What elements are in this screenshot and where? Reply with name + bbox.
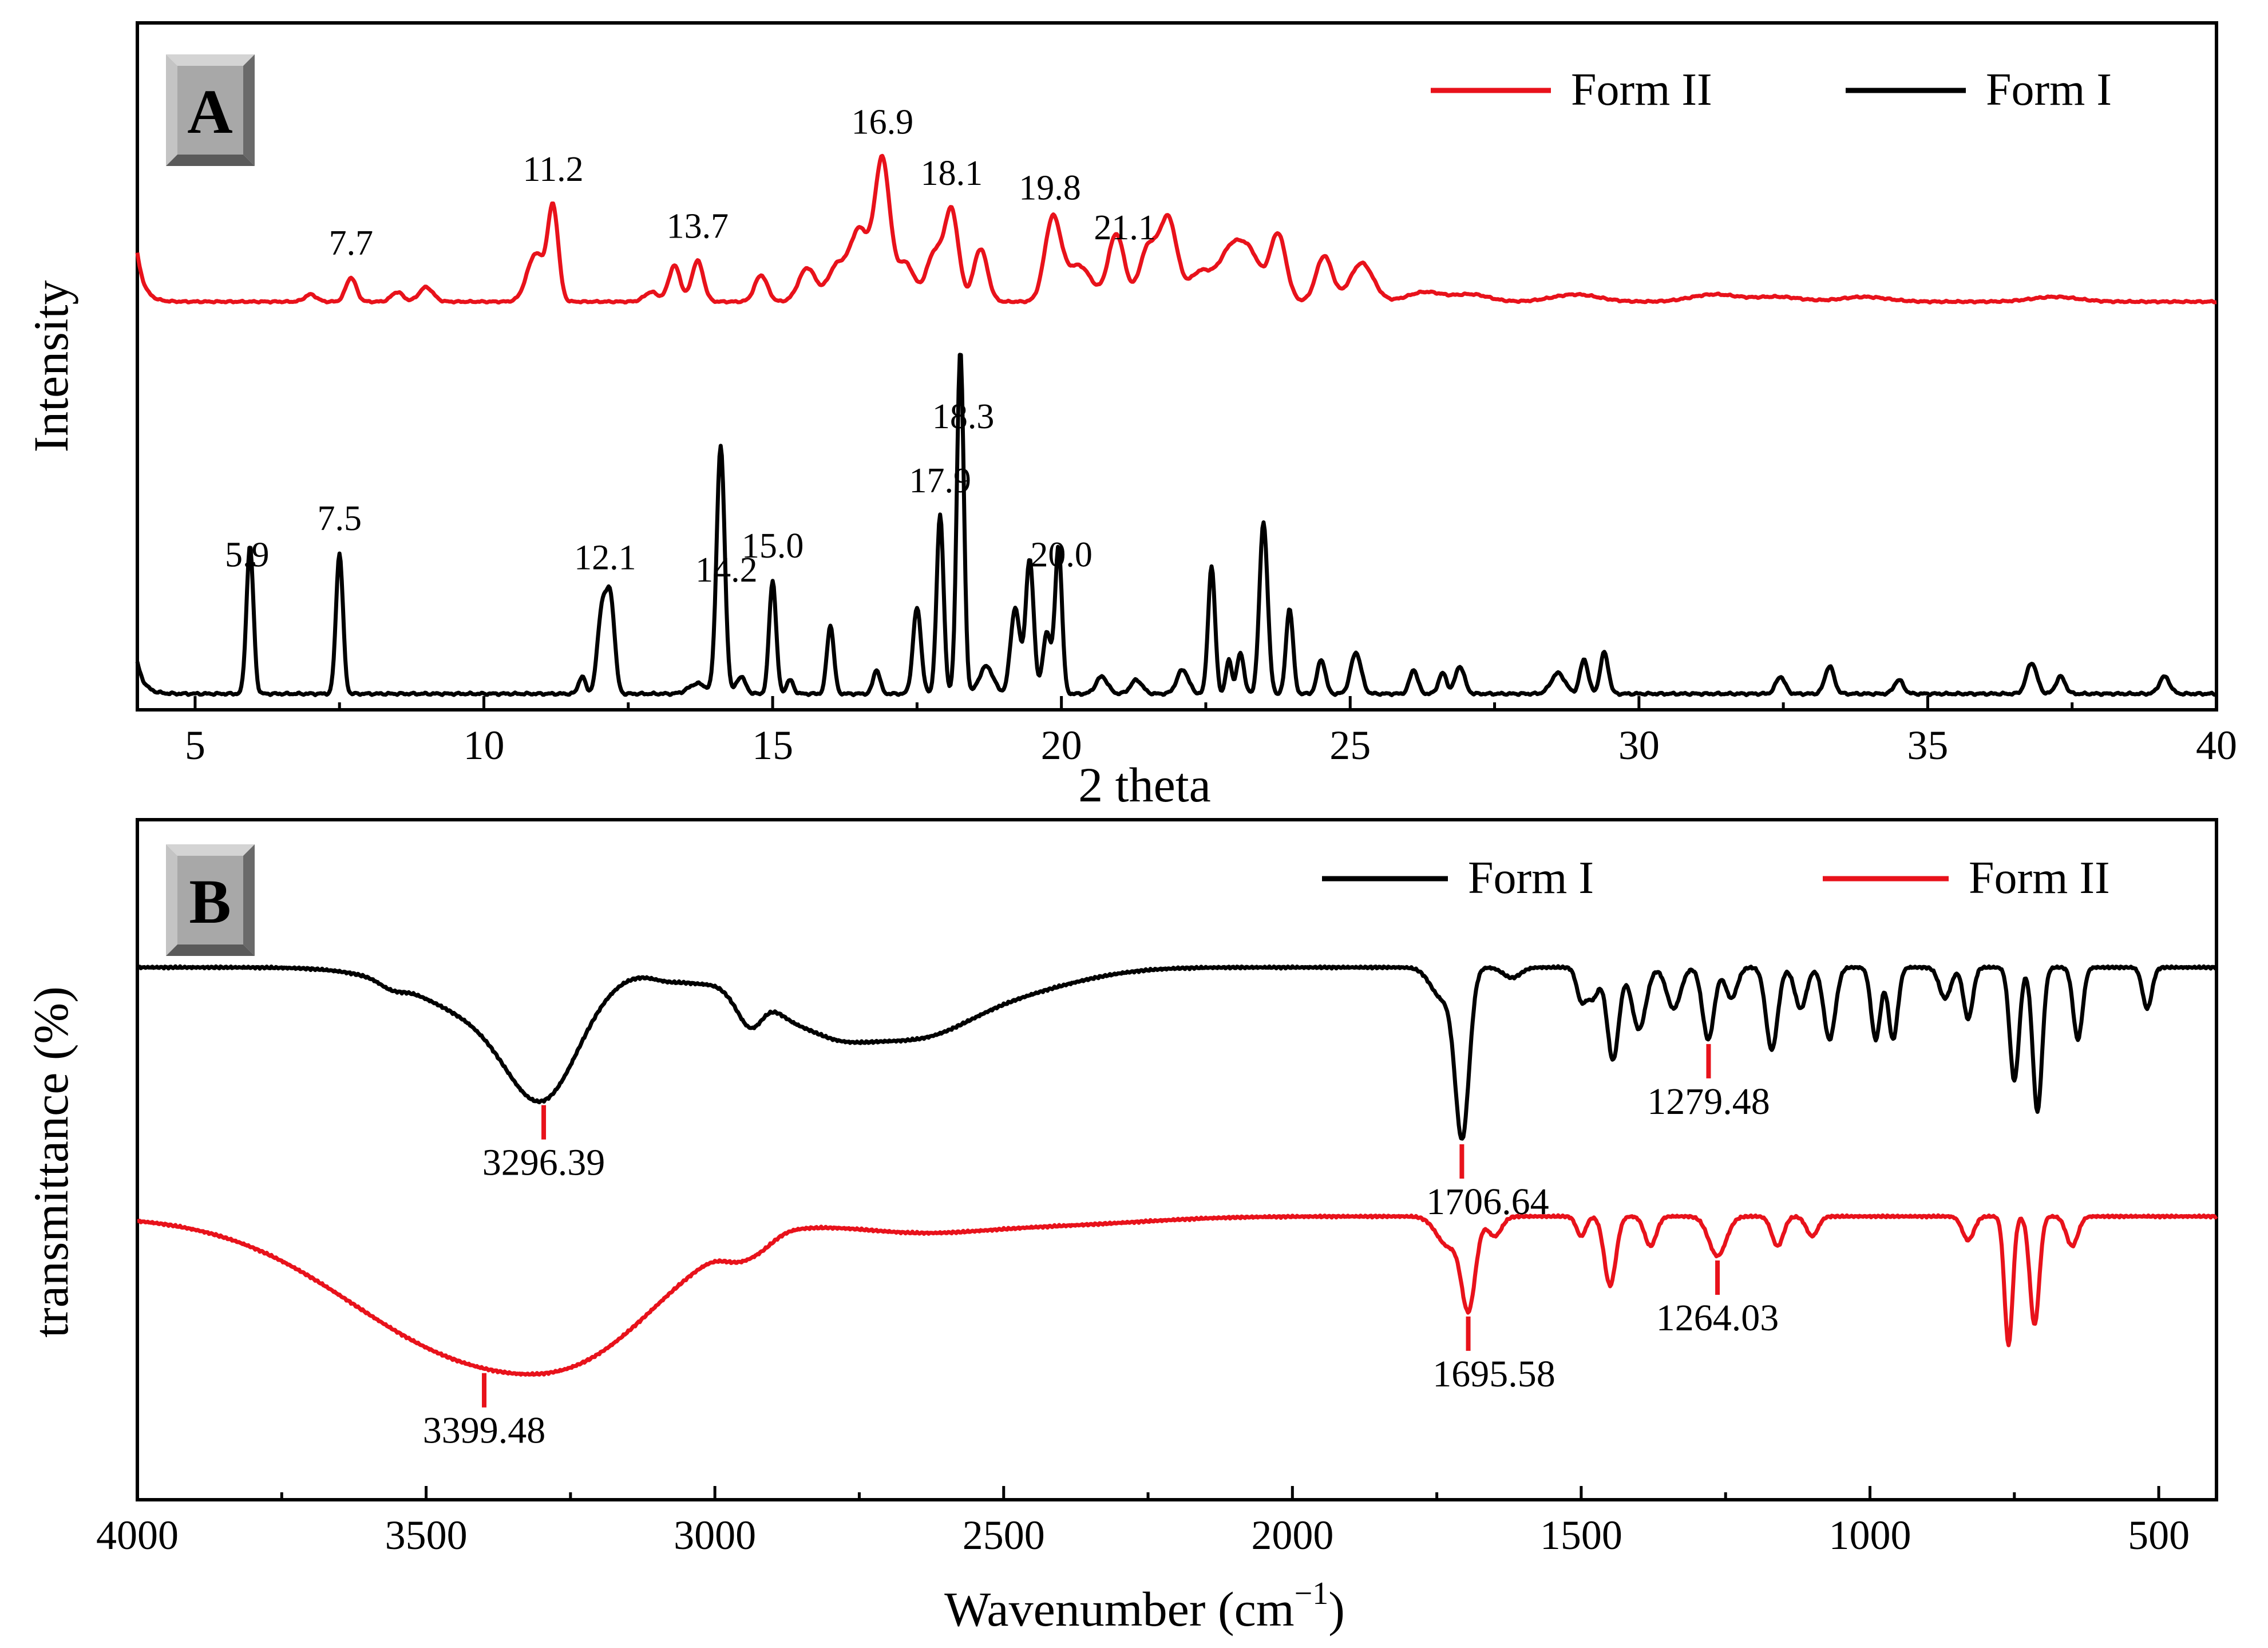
panel-b-x-axis-label: Wavenumber (cm−1) <box>944 1576 1345 1637</box>
badge-a-bevel-left <box>166 54 177 166</box>
series-line-form-ii-ir <box>136 1213 2218 1377</box>
panel-a-y-axis-label: Intensity <box>23 280 78 453</box>
peak-label: 18.1 <box>921 154 983 193</box>
band-label: 3296.39 <box>482 1142 605 1184</box>
peak-label: 20.0 <box>1030 536 1093 575</box>
legend-b-form-i-label: Form I <box>1468 853 1594 903</box>
panel-a-frame <box>136 21 2218 712</box>
badge-a-face <box>177 66 243 155</box>
band-label: 1279.48 <box>1647 1081 1770 1123</box>
x-tick-label: 5 <box>185 722 205 768</box>
series-line-form-i-ir <box>136 964 2218 1141</box>
peak-label: 21.1 <box>1094 208 1156 247</box>
x-tick-label: 1500 <box>1540 1512 1622 1558</box>
panel-a-x-axis: 5 10 15 20 25 30 35 40 <box>185 696 2237 768</box>
x-tick-label: 3500 <box>385 1512 468 1558</box>
peak-label: 7.7 <box>329 224 374 263</box>
legend-form-i-label: Form I <box>1986 65 2112 115</box>
peak-label: 5.9 <box>225 536 270 575</box>
badge-b-bevel-left <box>166 844 177 956</box>
panel-b-badge: B <box>166 844 255 956</box>
x-tick-label: 15 <box>752 722 793 768</box>
panel-a-badge: A <box>166 54 255 166</box>
x-label-tail: ) <box>1328 1582 1345 1637</box>
band-label: 1695.58 <box>1432 1353 1555 1395</box>
x-tick-label: 4000 <box>96 1512 179 1558</box>
badge-a-bevel-right <box>243 54 255 166</box>
panel-b-frame <box>136 818 2218 1501</box>
peak-label: 15.0 <box>742 527 804 566</box>
x-tick-label: 500 <box>2128 1512 2190 1558</box>
band-label: 1264.03 <box>1656 1297 1779 1339</box>
panel-b-band-labels: 3296.39 1706.64 1279.48 3399.48 1695.58 1264.… <box>423 1044 1779 1452</box>
x-tick-label: 1000 <box>1829 1512 1911 1558</box>
x-tick-label: 20 <box>1041 722 1082 768</box>
peak-label: 17.9 <box>909 461 971 500</box>
x-label-main: Wavenumber (cm <box>944 1582 1295 1637</box>
legend-b-form-ii-label: Form II <box>1969 853 2110 903</box>
peak-label: 18.3 <box>932 397 995 436</box>
panel-b-y-axis-label: transmittance (%) <box>23 986 78 1338</box>
x-tick-label: 2500 <box>963 1512 1045 1558</box>
peak-label: 7.5 <box>317 499 362 538</box>
peak-label: 13.7 <box>667 207 729 246</box>
panel-a-letter: A <box>187 77 232 147</box>
x-tick-label: 10 <box>464 722 505 768</box>
legend-form-ii-label: Form II <box>1571 65 1712 115</box>
panel-a: A Form II Form I 7.7 11.2 13.7 16.918.1 19.8… <box>23 21 2237 812</box>
peak-label: 12.1 <box>574 539 636 578</box>
panel-a-peak-labels: 7.7 11.2 13.7 16.918.1 19.8 21.1 5.9 7.5 12.1 14.… <box>225 103 1156 590</box>
panel-b: B Form I Form II 3296.39 1706.64 1279.48 33… <box>23 818 2218 1637</box>
x-tick-label: 35 <box>1907 722 1948 768</box>
band-label: 3399.48 <box>423 1410 546 1452</box>
x-tick-label: 3000 <box>674 1512 756 1558</box>
badge-b-bevel-right <box>243 844 255 956</box>
peak-label: 16.9 <box>852 103 914 142</box>
panel-a-x-axis-label: 2 theta <box>1078 757 1211 812</box>
badge-b-bevel-bottom <box>166 944 255 956</box>
x-tick-label: 40 <box>2196 722 2237 768</box>
series-line-form-ii-xrd <box>135 153 2218 305</box>
x-tick-label: 25 <box>1329 722 1371 768</box>
badge-a-bevel-top <box>166 54 255 66</box>
band-label: 1706.64 <box>1426 1181 1549 1223</box>
panel-b-letter: B <box>189 867 231 936</box>
peak-label: 14.2 <box>695 551 758 590</box>
x-tick-label: 30 <box>1618 722 1660 768</box>
badge-a-bevel-bottom <box>166 155 255 166</box>
x-tick-label: 2000 <box>1251 1512 1333 1558</box>
peak-label: 11.2 <box>523 150 583 189</box>
panel-b-legend: Form I Form II <box>1322 853 2110 903</box>
peak-label: 19.8 <box>1019 168 1081 207</box>
panel-a-legend: Form II Form I <box>1431 65 2112 115</box>
x-label-superscript: −1 <box>1295 1576 1329 1611</box>
badge-b-face <box>177 856 243 944</box>
series-line-form-i-xrd <box>135 353 2218 697</box>
badge-b-bevel-top <box>166 844 255 856</box>
panel-b-x-axis: 4000 3500 3000 2500 2000 1500 1000 500 <box>96 1486 2190 1558</box>
